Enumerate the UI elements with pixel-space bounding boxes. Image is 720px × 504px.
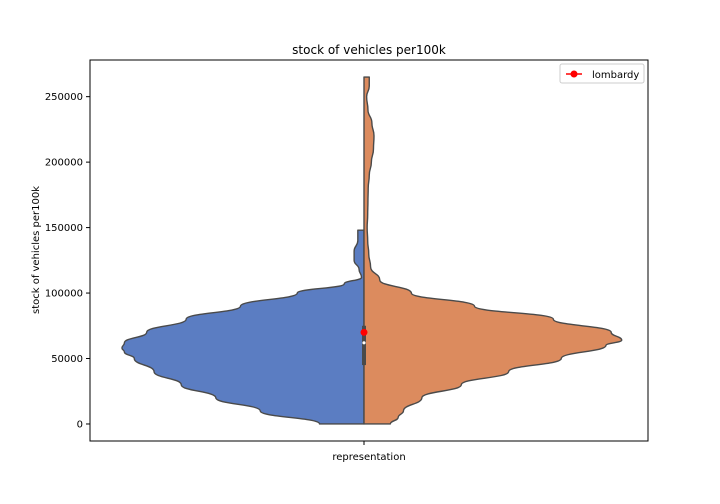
plot-frame <box>89 59 649 442</box>
y-tick-label: 100000 <box>45 289 83 300</box>
legend-label-lombardy: lombardy <box>592 70 639 81</box>
y-tick-label: 250000 <box>45 92 83 103</box>
data-point-lombardy <box>360 328 368 336</box>
legend-frame <box>559 63 645 84</box>
box-median <box>362 341 366 345</box>
y-tick-label: 200000 <box>45 158 83 169</box>
legend: lombardy <box>559 63 645 84</box>
box-iqr <box>362 325 366 366</box>
violin-half-right <box>363 76 623 425</box>
y-axis: 0 50000 100000 150000 200000 250000 <box>45 59 649 445</box>
y-tick-label: 0 <box>77 419 83 430</box>
chart-title: stock of vehicles per100k <box>292 43 446 57</box>
plot-area <box>121 76 623 425</box>
y-tick-label: 150000 <box>45 223 83 234</box>
x-tick-label: representation <box>332 452 405 463</box>
y-axis-label: stock of vehicles per100k <box>31 186 42 314</box>
violin-half-left <box>121 229 365 425</box>
legend-point-marker <box>570 70 578 78</box>
y-tick-label: 50000 <box>51 354 83 365</box>
